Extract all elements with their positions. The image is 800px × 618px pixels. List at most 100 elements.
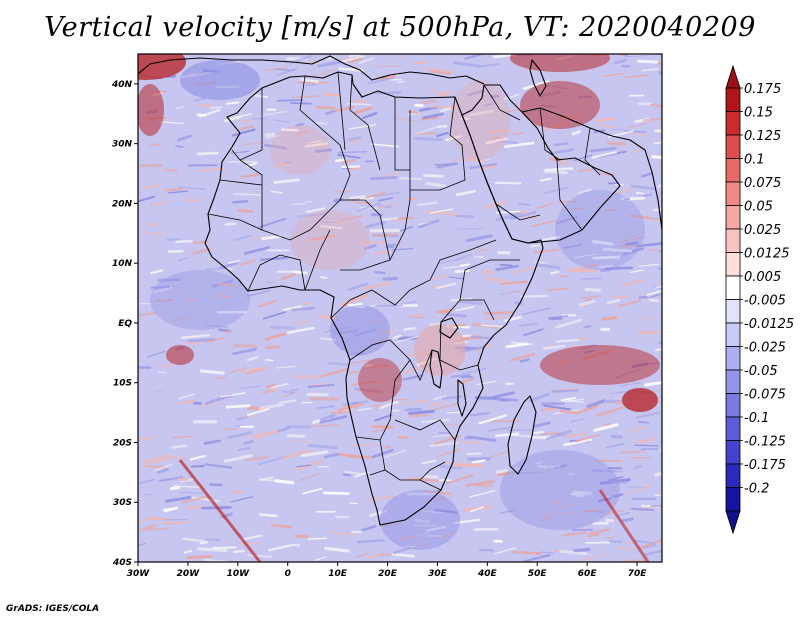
- field-streak: [532, 431, 545, 435]
- field-streak: [620, 517, 635, 523]
- field-streak: [296, 212, 326, 218]
- lon-tick-label: 10E: [328, 569, 348, 579]
- field-streak: [176, 134, 192, 142]
- field-streak: [429, 89, 455, 95]
- colorbar-swatch: [725, 440, 741, 465]
- field-streak: [649, 293, 661, 299]
- field-streak: [541, 401, 565, 406]
- field-streak: [152, 286, 173, 294]
- field-streak: [514, 301, 524, 305]
- field-streak: [469, 335, 492, 340]
- field-streak: [138, 542, 147, 546]
- colorbar-level-label: -0.125: [744, 435, 786, 450]
- field-streak: [340, 55, 365, 63]
- field-streak: [509, 353, 535, 362]
- field-streak: [194, 96, 206, 102]
- field-feature: [540, 345, 660, 385]
- field-streak: [459, 300, 483, 305]
- field-streak: [224, 454, 253, 463]
- field-streak: [239, 125, 254, 130]
- lat-tick-label: 10N: [112, 259, 133, 269]
- field-streak: [597, 124, 617, 128]
- field-streak: [186, 554, 212, 560]
- field-streak: [388, 381, 402, 385]
- field-streak: [351, 401, 359, 405]
- field-streak: [317, 60, 342, 68]
- field-streak: [317, 405, 335, 410]
- field-streak: [199, 369, 225, 375]
- field-streak: [495, 212, 523, 222]
- longitude-axis: 30W 20W 10W 0 10E 20E 30E 40E 50E 60E 70E: [127, 562, 647, 579]
- field-streak: [354, 201, 372, 204]
- field-streak: [140, 523, 158, 532]
- field-streak: [342, 473, 351, 477]
- colorbar-swatch: [725, 346, 741, 371]
- field-streak: [650, 103, 662, 108]
- field-streak: [625, 486, 644, 488]
- field-streak: [168, 190, 188, 194]
- field-streak: [158, 476, 184, 482]
- field-streak: [261, 110, 288, 116]
- field-streak: [403, 326, 416, 331]
- field-streak: [543, 404, 572, 411]
- field-streak: [186, 505, 204, 509]
- colorbar-bottom-arrow: [725, 510, 741, 535]
- field-streaks: [138, 54, 662, 562]
- field-streak: [551, 499, 561, 505]
- field-streak: [270, 523, 293, 529]
- field-streak: [441, 531, 456, 539]
- field-streak: [247, 554, 273, 558]
- field-streak: [296, 129, 309, 136]
- colorbar-swatch: [725, 205, 741, 230]
- iran-india-coast: [521, 107, 662, 231]
- field-streak: [377, 203, 396, 208]
- field-streak: [648, 249, 662, 252]
- field-streak: [413, 136, 443, 142]
- field-streak: [233, 343, 258, 348]
- africa-coastline: [204, 71, 544, 526]
- field-streak: [209, 483, 223, 487]
- field-streak: [460, 263, 470, 267]
- field-streak: [291, 95, 321, 99]
- field-streak: [429, 401, 444, 407]
- field-streak: [440, 107, 452, 113]
- field-streak: [437, 258, 462, 265]
- field-streak: [636, 242, 662, 248]
- field-streak: [319, 276, 328, 279]
- field-streak: [537, 202, 553, 210]
- field-streak: [520, 294, 548, 298]
- field-streak: [337, 153, 361, 159]
- field-streak: [368, 553, 382, 559]
- field-streak: [276, 99, 304, 102]
- field-streak: [196, 151, 219, 156]
- field-streak: [229, 367, 247, 373]
- field-streak: [324, 92, 341, 97]
- field-streak: [563, 432, 588, 438]
- field-streak: [192, 240, 208, 245]
- field-streak: [262, 311, 287, 320]
- field-streak: [237, 208, 254, 214]
- field-streak: [289, 389, 299, 391]
- field-streak: [470, 506, 484, 513]
- field-streak: [225, 404, 251, 409]
- field-streak: [169, 456, 189, 460]
- field-streak: [349, 502, 358, 505]
- lat-tick-label: 20S: [113, 438, 132, 448]
- field-streak: [543, 511, 574, 517]
- field-streak: [416, 201, 438, 207]
- field-streak: [610, 434, 623, 439]
- field-streak: [586, 264, 597, 269]
- field-streak: [478, 414, 507, 425]
- field-streak: [371, 425, 394, 429]
- lon-tick-label: 40E: [477, 569, 498, 579]
- field-streak: [632, 464, 643, 470]
- field-streak: [381, 217, 399, 221]
- field-streak: [291, 202, 307, 206]
- field-streak: [138, 195, 156, 202]
- field-streak: [499, 280, 528, 286]
- field-streak: [602, 72, 623, 78]
- field-streak: [545, 344, 555, 348]
- field-streak: [491, 136, 503, 139]
- field-streak: [586, 399, 606, 408]
- field-feature: [290, 210, 370, 270]
